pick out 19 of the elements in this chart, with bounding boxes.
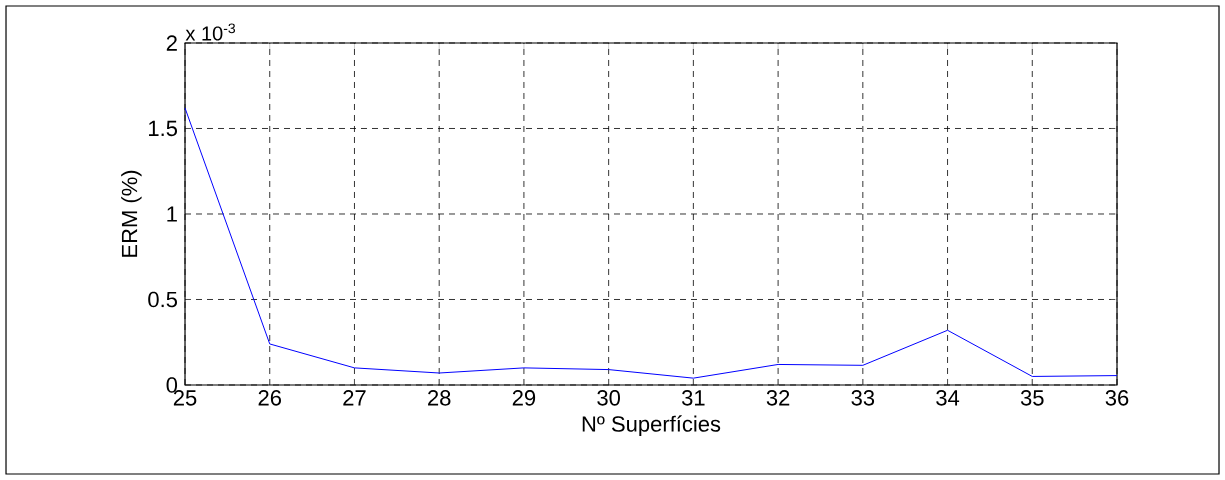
x-tick-label: 35 (1020, 390, 1044, 406)
x-tick-label: 26 (258, 390, 281, 406)
x-tick-label: 31 (681, 390, 705, 406)
x-axis-title: Nº Superfícies (582, 415, 721, 437)
y-tick-label: 0.5 (148, 291, 177, 308)
line-series (184, 107, 1118, 379)
text: x 10$^{-3}$ (185, 23, 236, 41)
x-tick-label: 30 (597, 390, 620, 406)
x-tick-label: 33 (851, 390, 875, 406)
x-tick-label: 27 (343, 390, 366, 406)
y-tick-label: 1 (167, 206, 177, 222)
x-tick-label: 32 (766, 390, 790, 406)
x-tick-label: 29 (512, 390, 536, 406)
x-tick-label: 34 (936, 390, 960, 406)
y-axis-title: ERM (%) (121, 170, 142, 257)
y-tick-label: 2 (166, 35, 177, 51)
y-tick-label: 1.5 (149, 120, 177, 137)
x-tick-label: 36 (1105, 390, 1129, 406)
x-tick-label: 28 (428, 390, 451, 406)
